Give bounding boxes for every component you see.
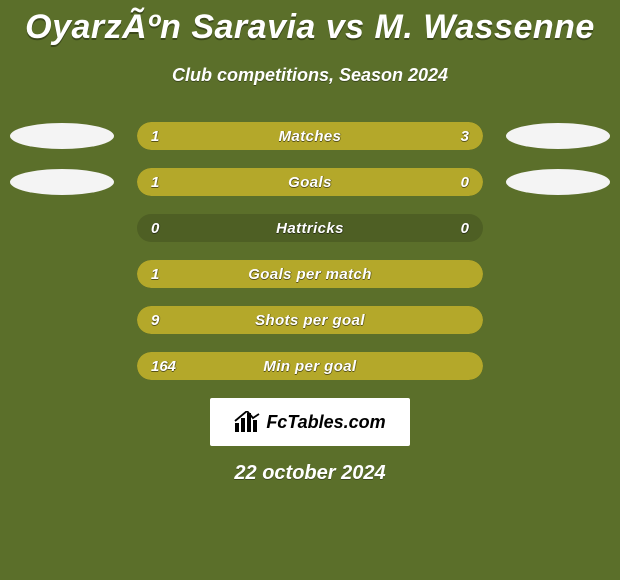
footer-date: 22 october 2024 [0,462,620,485]
stat-row: 1 Matches 3 [137,122,483,150]
page-title: OyarzÃºn Saravia vs M. Wassenne [0,0,620,47]
stat-value-left: 1 [151,266,159,283]
stat-value-right: 0 [461,220,469,237]
bar-right-fill [224,122,484,150]
stat-row: 1 Goals 0 [137,168,483,196]
chart-icon [234,411,260,433]
stat-rows: 1 Matches 3 1 Goals 0 0 Hattricks 0 1 Goals per ma… [0,122,620,380]
stat-value-right: 3 [461,128,469,145]
stat-row: 0 Hattricks 0 [137,214,483,242]
stat-row: 9 Shots per goal [137,306,483,334]
logo-box: FcTables.com [210,398,410,446]
stat-row: 1 Goals per match [137,260,483,288]
stat-value-left: 0 [151,220,159,237]
stat-label: Goals [288,174,332,191]
stat-label: Min per goal [263,358,356,375]
bar-left-fill [137,122,224,150]
stat-label: Matches [279,128,342,145]
stat-value-left: 1 [151,128,159,145]
stat-value-left: 164 [151,358,176,375]
stat-label: Goals per match [248,266,372,283]
stat-value-left: 9 [151,312,159,329]
stat-row: 164 Min per goal [137,352,483,380]
stat-value-right: 0 [461,174,469,191]
logo-text: FcTables.com [266,412,385,433]
stat-value-left: 1 [151,174,159,191]
stage: OyarzÃºn Saravia vs M. Wassenne Club com… [0,0,620,580]
stat-label: Shots per goal [255,312,365,329]
stat-label: Hattricks [276,220,344,237]
page-subtitle: Club competitions, Season 2024 [0,65,620,86]
